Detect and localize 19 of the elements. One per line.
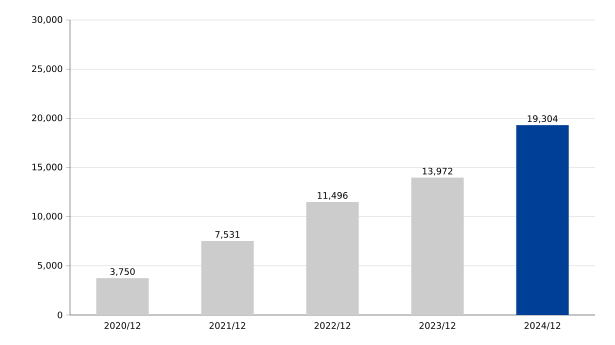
x-tick-label: 2021/12 xyxy=(210,322,246,330)
y-tick-label: 15,000 xyxy=(32,164,62,172)
x-tick-label: 2020/12 xyxy=(104,322,140,330)
data-label: 13,972 xyxy=(422,168,452,176)
x-tick-label: 2023/12 xyxy=(420,322,456,330)
y-tick-label: 5,000 xyxy=(38,262,62,270)
y-tick-label: 30,000 xyxy=(32,16,62,24)
x-tick-label: 2022/12 xyxy=(314,322,350,330)
data-label: 11,496 xyxy=(318,192,348,200)
bar xyxy=(96,278,149,315)
y-tick-label: 0 xyxy=(58,312,62,318)
y-tick-label: 10,000 xyxy=(32,212,62,221)
x-tick-label: 2024/12 xyxy=(524,322,560,330)
y-tick-label: 20,000 xyxy=(32,114,62,122)
data-label: 3,750 xyxy=(110,268,135,276)
bar xyxy=(516,125,569,315)
y-tick-label: 25,000 xyxy=(32,65,62,74)
data-label: 7,531 xyxy=(215,231,240,239)
data-label: 19,304 xyxy=(528,115,558,123)
